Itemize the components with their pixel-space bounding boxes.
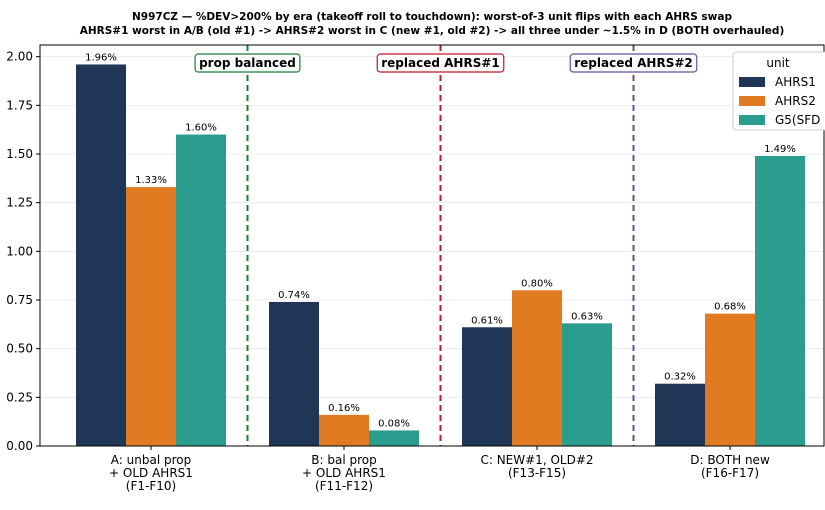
- y-tick-label: 1.00: [6, 244, 33, 258]
- annotation: prop balanced: [194, 53, 301, 73]
- value-label: 0.74%: [278, 290, 310, 301]
- chart-title: N997CZ — %DEV>200% by era (takeoff roll …: [132, 11, 732, 23]
- legend-title: unit: [766, 56, 790, 70]
- legend-swatch: [739, 77, 765, 87]
- y-tick-label: 1.50: [6, 147, 33, 161]
- bar: [76, 64, 126, 447]
- bar: [269, 301, 319, 446]
- value-label: 1.96%: [85, 52, 117, 63]
- bar: [176, 134, 226, 446]
- legend-label: AHRS2: [775, 94, 816, 108]
- x-tick-label: D: BOTH new (F16-F17): [690, 453, 770, 480]
- annotation: replaced AHRS#2: [569, 53, 698, 73]
- annotation-label: replaced AHRS#2: [574, 56, 693, 70]
- y-tick-label: 1.25: [6, 196, 33, 210]
- value-label: 1.60%: [185, 123, 217, 134]
- bar: [562, 323, 612, 446]
- value-label: 0.68%: [714, 302, 746, 313]
- legend-label: G5(SFD: [775, 113, 820, 127]
- y-tick-label: 1.75: [6, 98, 33, 112]
- annotation-box: [569, 53, 698, 73]
- legend-label: AHRS1: [775, 75, 816, 89]
- annotation-label: prop balanced: [199, 56, 296, 70]
- value-label: 0.16%: [328, 403, 360, 414]
- value-label: 0.61%: [471, 315, 503, 326]
- value-label: 1.33%: [135, 175, 167, 186]
- legend-swatch: [739, 115, 765, 125]
- annotation: replaced AHRS#1: [376, 53, 505, 73]
- annotation-label: replaced AHRS#1: [381, 56, 500, 70]
- x-tick-label: B: bal prop + OLD AHRS1 (F11-F12): [302, 453, 386, 493]
- legend: unit AHRS1 AHRS2 G5(SFD: [732, 51, 825, 131]
- value-label: 0.32%: [664, 372, 696, 383]
- y-tick-label: 0.75: [6, 293, 33, 307]
- bar: [512, 290, 562, 446]
- y-tick-label: 0.25: [6, 390, 33, 404]
- annotation-box: [376, 53, 505, 73]
- x-tick-label: C: NEW#1, OLD#2 (F13-F15): [480, 453, 593, 480]
- legend-box: [732, 51, 825, 131]
- value-label: 1.49%: [764, 144, 796, 155]
- y-tick-label: 0.50: [6, 342, 33, 356]
- bar: [655, 383, 705, 446]
- bar: [126, 187, 176, 447]
- value-label: 0.63%: [571, 311, 603, 322]
- bar: [755, 155, 805, 447]
- annotation-box: [194, 53, 301, 73]
- value-label: 0.80%: [521, 278, 553, 289]
- bar: [462, 327, 512, 446]
- y-tick-label: 0.00: [6, 439, 33, 453]
- y-tick-label: 2.00: [6, 50, 33, 64]
- legend-swatch: [739, 96, 765, 106]
- x-tick-label: A: unbal prop + OLD AHRS1 (F1-F10): [109, 453, 193, 493]
- plot-frame: [39, 44, 825, 447]
- chart-subtitle: AHRS#1 worst in A/B (old #1) -> AHRS#2 w…: [80, 25, 785, 37]
- bar: [705, 313, 755, 446]
- bar: [319, 414, 369, 446]
- value-label: 0.08%: [378, 418, 410, 429]
- bar: [369, 430, 419, 446]
